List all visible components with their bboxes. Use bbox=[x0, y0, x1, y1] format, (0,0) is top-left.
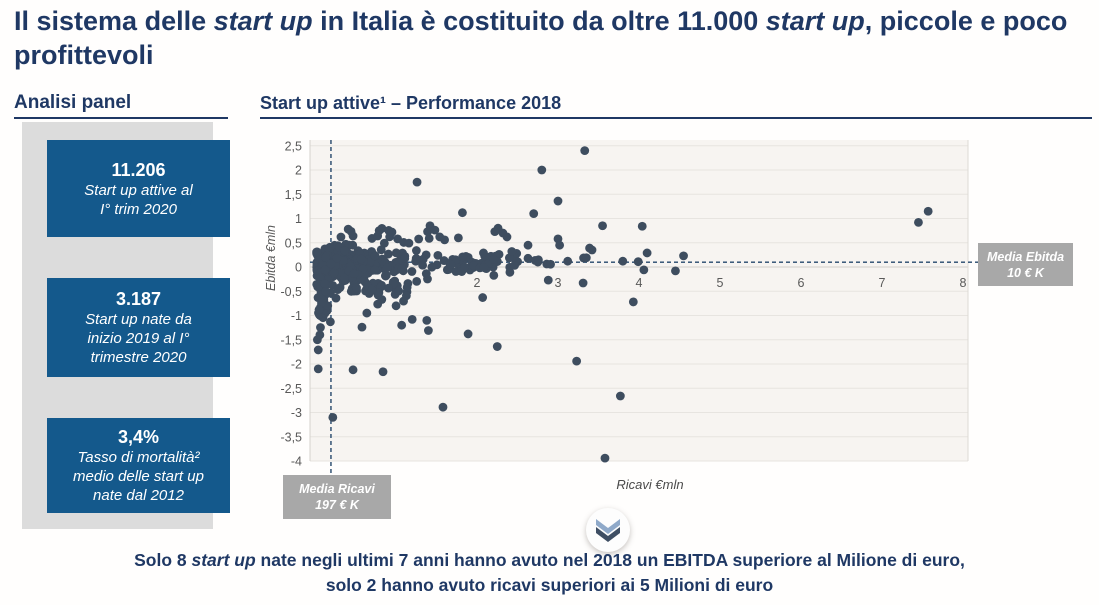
svg-text:0,5: 0,5 bbox=[285, 236, 302, 250]
mean-ebitda-label: Media Ebitda bbox=[986, 249, 1065, 264]
double-chevron-down-icon bbox=[596, 519, 620, 542]
svg-text:7: 7 bbox=[879, 276, 886, 290]
stat-line: medio delle start up bbox=[73, 468, 204, 485]
svg-text:-3: -3 bbox=[291, 406, 302, 420]
svg-text:-4: -4 bbox=[291, 455, 302, 469]
svg-text:6: 6 bbox=[798, 276, 805, 290]
svg-text:3: 3 bbox=[555, 276, 562, 290]
svg-text:-3,5: -3,5 bbox=[280, 430, 302, 444]
stat-value: 11.206 bbox=[111, 159, 166, 180]
y-axis-title: Ebitda €mln bbox=[264, 225, 278, 292]
stat-line: Start up nate da bbox=[85, 311, 192, 328]
chart-title: Start up attive¹ – Performance 2018 bbox=[260, 93, 562, 113]
mean-ebitda-value: 10 € K bbox=[1007, 265, 1044, 280]
panel-heading-underline bbox=[14, 117, 228, 119]
stat-line: nate dal 2012 bbox=[93, 487, 184, 504]
svg-text:2: 2 bbox=[474, 276, 481, 290]
stat-line: Start up attive al bbox=[84, 181, 193, 199]
stat-box-mortality-rate: 3,4% Tasso di mortalità² medio delle sta… bbox=[47, 418, 230, 513]
stat-value: 3.187 bbox=[115, 289, 162, 309]
stat-value: 3,4% bbox=[117, 427, 160, 447]
svg-text:0: 0 bbox=[295, 261, 302, 275]
svg-text:5: 5 bbox=[717, 276, 724, 290]
stat-line: inizio 2019 al I° bbox=[87, 330, 190, 347]
scatter-svg: 2,521,510,50-0,5-1-1,5-2-2,5-3-3,5-41234… bbox=[280, 139, 978, 475]
svg-text:2,5: 2,5 bbox=[285, 139, 302, 153]
slide-title: Il sistema delle start up in Italia è co… bbox=[14, 6, 1068, 70]
footer-takeaway: Solo 8 start up nate negli ultimi 7 anni… bbox=[0, 548, 1099, 598]
svg-text:-2: -2 bbox=[291, 358, 302, 372]
svg-text:-1: -1 bbox=[291, 309, 302, 323]
svg-text:1,5: 1,5 bbox=[285, 188, 302, 202]
footer-line-2: solo 2 hanno avuto ricavi superiori ai 5… bbox=[325, 575, 774, 595]
mean-ricavi-value: 197 € K bbox=[315, 498, 359, 512]
next-section-button[interactable] bbox=[586, 508, 630, 552]
stat-line: trimestre 2020 bbox=[90, 349, 187, 366]
svg-text:-0,5: -0,5 bbox=[280, 285, 302, 299]
svg-text:1: 1 bbox=[295, 212, 302, 226]
svg-text:-2,5: -2,5 bbox=[280, 382, 302, 396]
chart-title-underline bbox=[260, 117, 1092, 119]
stat-box-new-startups: 3.187 Start up nate da inizio 2019 al I°… bbox=[47, 278, 230, 377]
scatter-chart: 2,521,510,50-0,5-1-1,5-2-2,5-3-3,5-41234… bbox=[255, 125, 1099, 519]
stat-line: I° trim 2020 bbox=[100, 200, 177, 218]
mean-ricavi-label-box: Media Ricavi 197 € K bbox=[283, 475, 391, 519]
svg-text:-1,5: -1,5 bbox=[280, 333, 302, 347]
stat-box-active-startups: 11.206 Start up attive al I° trim 2020 bbox=[47, 140, 230, 237]
mean-ebitda-label-box: Media Ebitda 10 € K bbox=[978, 243, 1073, 286]
panel-heading: Analisi panel bbox=[14, 92, 132, 113]
svg-text:2: 2 bbox=[295, 164, 302, 178]
footer-line-1: Solo 8 start up nate negli ultimi 7 anni… bbox=[134, 550, 965, 570]
x-axis-title: Ricavi €mln bbox=[616, 477, 684, 492]
mean-ricavi-label: Media Ricavi bbox=[299, 482, 375, 496]
svg-text:8: 8 bbox=[960, 276, 967, 290]
stat-line: Tasso di mortalità² bbox=[77, 449, 200, 466]
svg-text:4: 4 bbox=[636, 276, 643, 290]
